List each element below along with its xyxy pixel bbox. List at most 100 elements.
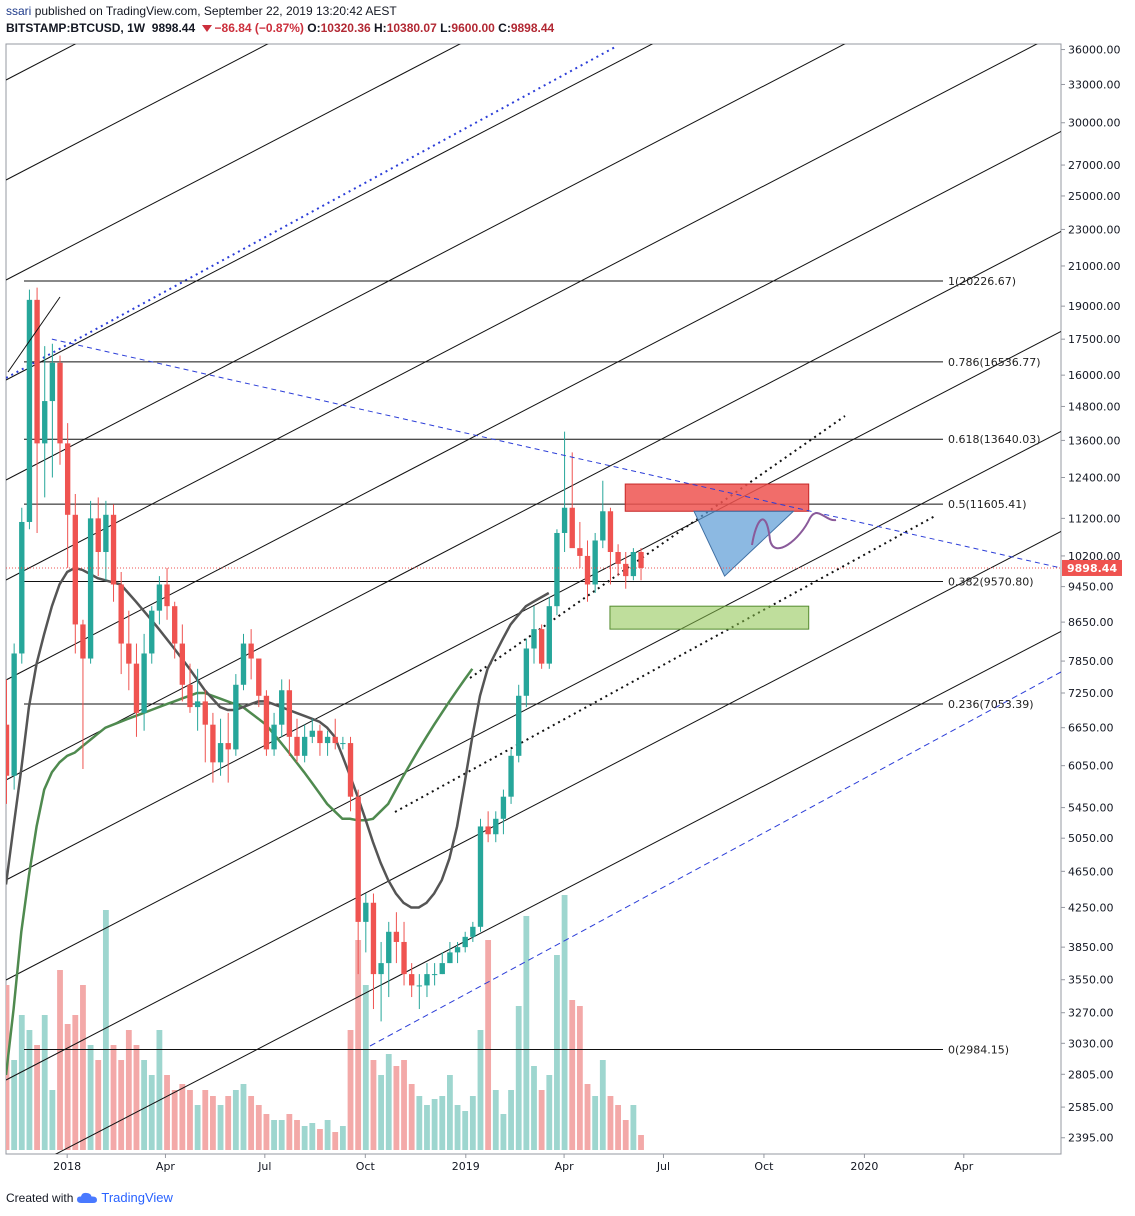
candle[interactable] [516,684,522,763]
candle[interactable] [172,601,178,659]
candle[interactable] [370,893,377,1010]
candle[interactable] [103,500,109,581]
candle[interactable] [615,544,621,577]
candle[interactable] [164,567,170,620]
candle[interactable] [217,718,224,776]
candle[interactable] [485,811,491,843]
candle[interactable] [126,610,132,691]
candle[interactable] [592,532,598,594]
candle[interactable] [271,712,277,756]
support-zone[interactable] [609,605,810,630]
candle[interactable] [225,712,231,783]
candle[interactable] [149,606,155,664]
candle[interactable] [630,548,637,581]
candle[interactable] [623,552,629,589]
candle[interactable] [386,921,392,998]
candle[interactable] [11,643,17,790]
candle[interactable] [500,789,507,835]
candle[interactable] [347,736,354,812]
candle[interactable] [301,724,308,763]
descending-trendline[interactable] [51,338,1061,569]
candle[interactable] [424,963,430,998]
candle[interactable] [210,712,216,783]
fib-retracement[interactable]: 1(20226.67) 0.786(16536.77) 0.618(13640.03… [24,275,1041,1056]
triangle-pattern[interactable] [693,510,795,577]
candle[interactable] [34,287,40,533]
candle[interactable] [133,643,140,737]
candle[interactable] [286,679,293,756]
candle[interactable] [26,289,33,530]
candle[interactable] [416,974,423,1010]
candle[interactable] [87,500,94,664]
symbol-label[interactable]: BITSTAMP:BTCUSD, 1W [6,21,146,35]
candle[interactable] [279,679,285,737]
candle[interactable] [431,963,438,986]
candle[interactable] [393,912,400,964]
candle[interactable] [477,818,484,932]
candle[interactable] [4,679,10,804]
candle[interactable] [118,571,124,675]
candle[interactable] [607,507,614,585]
time-axis[interactable]: 2018 Apr Jul Oct 2019 Apr Jul Oct 2020 Apr [53,1154,974,1173]
author-name[interactable]: ssari [6,4,32,18]
candles[interactable] [4,287,644,1022]
candle[interactable] [470,921,476,942]
candle[interactable] [332,718,338,750]
candle[interactable] [95,497,101,577]
tradingview-cloud-icon[interactable] [77,1192,98,1204]
candle[interactable] [447,941,453,964]
candle[interactable] [19,507,25,664]
candle[interactable] [584,540,591,602]
candle[interactable] [256,658,262,708]
candle[interactable] [202,690,208,763]
candle[interactable] [454,941,461,964]
candle[interactable] [546,597,552,669]
candle[interactable] [340,736,346,750]
candle[interactable] [577,521,583,568]
candle[interactable] [317,724,323,756]
projection-path[interactable] [751,512,837,550]
candle[interactable] [263,690,270,756]
candle[interactable] [49,343,56,478]
candle[interactable] [248,629,254,680]
candle[interactable] [110,504,117,602]
candle[interactable] [141,633,147,731]
candle[interactable] [187,663,193,713]
candle[interactable] [401,921,407,986]
candle[interactable] [538,624,545,669]
candle[interactable] [57,355,63,465]
tradingview-brand[interactable]: TradingView [101,1190,173,1205]
candle[interactable] [240,633,247,691]
candle[interactable] [294,718,300,763]
candle[interactable] [355,789,361,975]
price-axis[interactable]: 36000.00 33000.00 30000.00 27000.00 25000.00… [1061,44,1121,1145]
candle[interactable] [179,624,186,702]
candle[interactable] [324,730,331,756]
candle[interactable] [363,893,369,953]
annotations[interactable] [7,296,1061,577]
candle[interactable] [409,963,415,998]
candle[interactable] [554,529,560,616]
candle[interactable] [569,452,575,549]
candle[interactable] [80,619,86,769]
candle[interactable] [462,931,468,953]
candle[interactable] [72,494,78,654]
resistance-zone[interactable] [624,483,810,512]
candle[interactable] [156,576,163,625]
candle[interactable] [531,606,537,664]
candle[interactable] [561,431,568,553]
candle[interactable] [378,941,384,1022]
candle[interactable] [439,952,445,975]
candle[interactable] [638,548,644,581]
candle[interactable] [309,718,315,744]
candle[interactable] [194,668,201,731]
candle[interactable] [523,638,530,708]
candle[interactable] [493,811,499,843]
price-tick-label: 10200.00 [1068,550,1121,563]
candle[interactable] [508,749,514,804]
candle[interactable] [64,423,71,568]
candle[interactable] [233,674,239,756]
candle[interactable] [42,346,48,498]
candle[interactable] [600,480,606,549]
